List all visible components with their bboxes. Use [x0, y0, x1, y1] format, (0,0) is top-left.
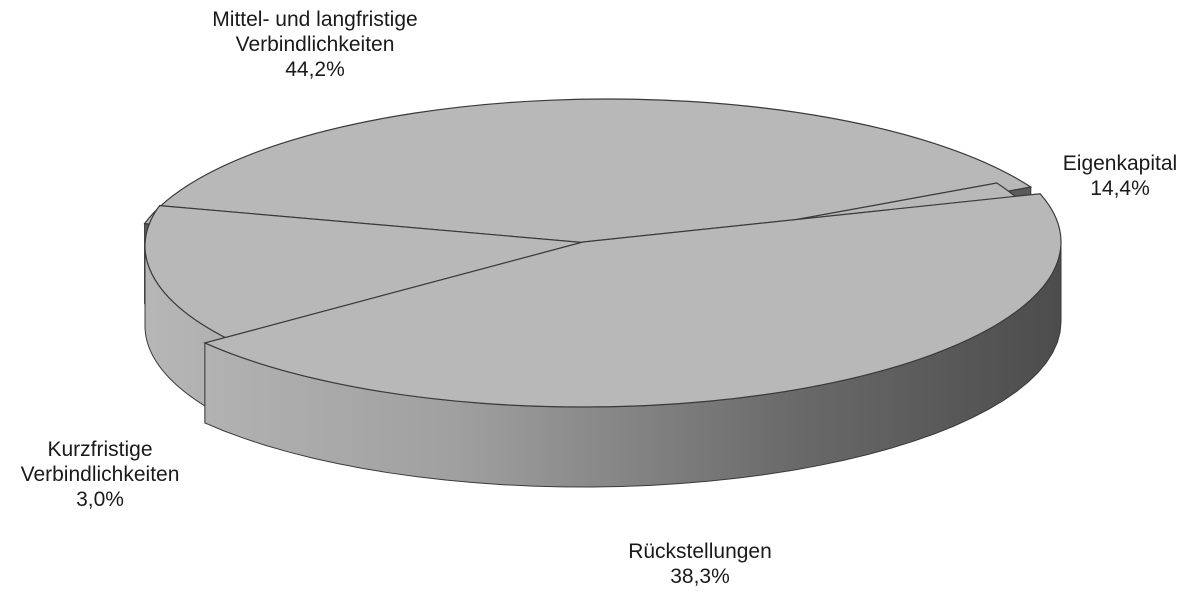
slices-layer [143, 98, 1062, 488]
slice-name-label: Verbindlichkeiten [21, 463, 180, 486]
pie-slice-1 [203, 193, 1062, 488]
slice-label-4: Kurzfristige Verbindlichkeiten 3,0% [21, 438, 180, 511]
labels-layer: Mittel- und langfristige Verbindlichkeite… [21, 8, 1178, 588]
slice-name-label: Kurzfristige [47, 438, 152, 461]
slice-label-2: Eigenkapital 14,4% [1063, 152, 1177, 200]
slice-value-label: 44,2% [285, 58, 345, 81]
slice-top-face [203, 193, 1062, 408]
slice-top-face [144, 204, 624, 348]
slice-value-label: 3,0% [76, 488, 124, 511]
slice-label-3: Rückstellungen 38,3% [628, 540, 772, 588]
slice-value-label: 14,4% [1090, 177, 1150, 200]
slice-label-1: Mittel- und langfristige Verbindlichkeite… [212, 8, 417, 81]
slice-value-label: 38,3% [670, 565, 730, 588]
slice-name-label: Verbindlichkeiten [236, 33, 395, 56]
slice-name-label: Mittel- und langfristige [212, 8, 417, 31]
slice-name-label: Eigenkapital [1063, 152, 1177, 175]
slice-name-label: Rückstellungen [628, 540, 772, 563]
